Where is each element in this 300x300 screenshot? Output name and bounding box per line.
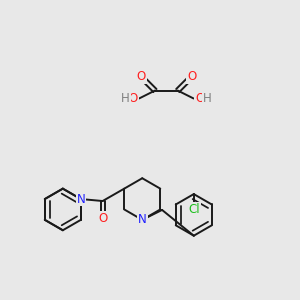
Text: H: H bbox=[121, 92, 130, 105]
Text: N: N bbox=[138, 213, 147, 226]
Text: N: N bbox=[76, 193, 85, 206]
Text: O: O bbox=[187, 70, 196, 83]
Text: O: O bbox=[128, 92, 138, 105]
Text: O: O bbox=[136, 70, 146, 83]
Text: O: O bbox=[195, 92, 204, 105]
Text: O: O bbox=[98, 212, 107, 225]
Text: H: H bbox=[203, 92, 212, 105]
Text: Cl: Cl bbox=[188, 203, 200, 216]
